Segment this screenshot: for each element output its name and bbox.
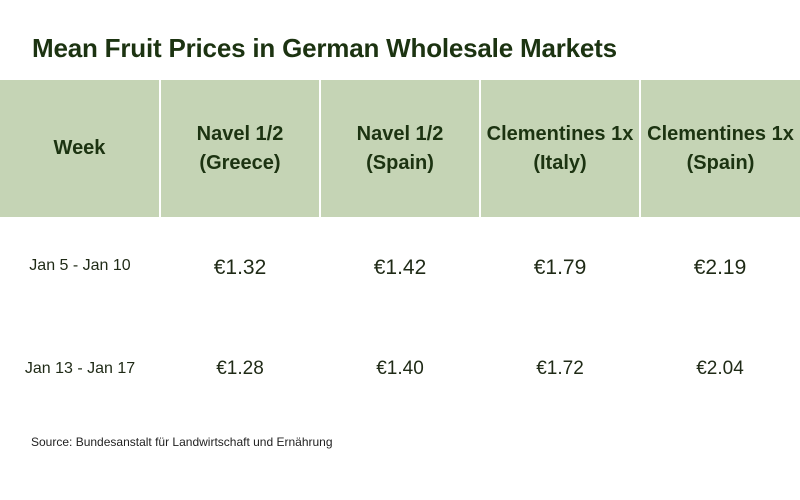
- header-navel-greece: Navel 1/2 (Greece): [159, 80, 320, 217]
- table-cell: €2.19: [693, 256, 747, 279]
- table-cell: €1.28: [216, 358, 264, 379]
- header-navel-spain: Navel 1/2 (Spain): [319, 80, 480, 217]
- source-note: Source: Bundesanstalt für Landwirtschaft…: [31, 435, 333, 449]
- table-cell: €1.72: [536, 358, 584, 379]
- table-cell: €1.40: [376, 358, 424, 379]
- header-navel-spain-label: Navel 1/2 (Spain): [356, 122, 444, 174]
- header-clementines-italy: Clementines 1x (Italy): [479, 80, 640, 217]
- price-table: Week Navel 1/2 (Greece) Navel 1/2 (Spain…: [0, 80, 800, 419]
- table-cell-week: Jan 5 - Jan 10: [29, 257, 131, 274]
- header-navel-greece-label: Navel 1/2 (Greece): [196, 122, 284, 174]
- header-clementines-italy-label: Clementines 1x (Italy): [486, 122, 634, 174]
- table-cell: €1.79: [533, 256, 587, 279]
- header-clementines-spain: Clementines 1x (Spain): [639, 80, 800, 217]
- table-cell: €2.04: [696, 358, 744, 379]
- chart-title: Mean Fruit Prices in German Wholesale Ma…: [32, 33, 617, 63]
- table-row: Jan 5 - Jan 10 €1.32 €1.42 €1.79 €2.19: [0, 217, 800, 319]
- header-row: Week Navel 1/2 (Greece) Navel 1/2 (Spain…: [0, 80, 800, 217]
- table-row: Jan 13 - Jan 17 €1.28 €1.40 €1.72 €2.04: [0, 319, 800, 419]
- table-cell: €1.32: [213, 256, 267, 279]
- table-cell: €1.42: [373, 256, 427, 279]
- header-clementines-spain-label: Clementines 1x (Spain): [647, 122, 794, 174]
- table-cell-week: Jan 13 - Jan 17: [24, 360, 136, 377]
- header-week: Week: [0, 80, 160, 217]
